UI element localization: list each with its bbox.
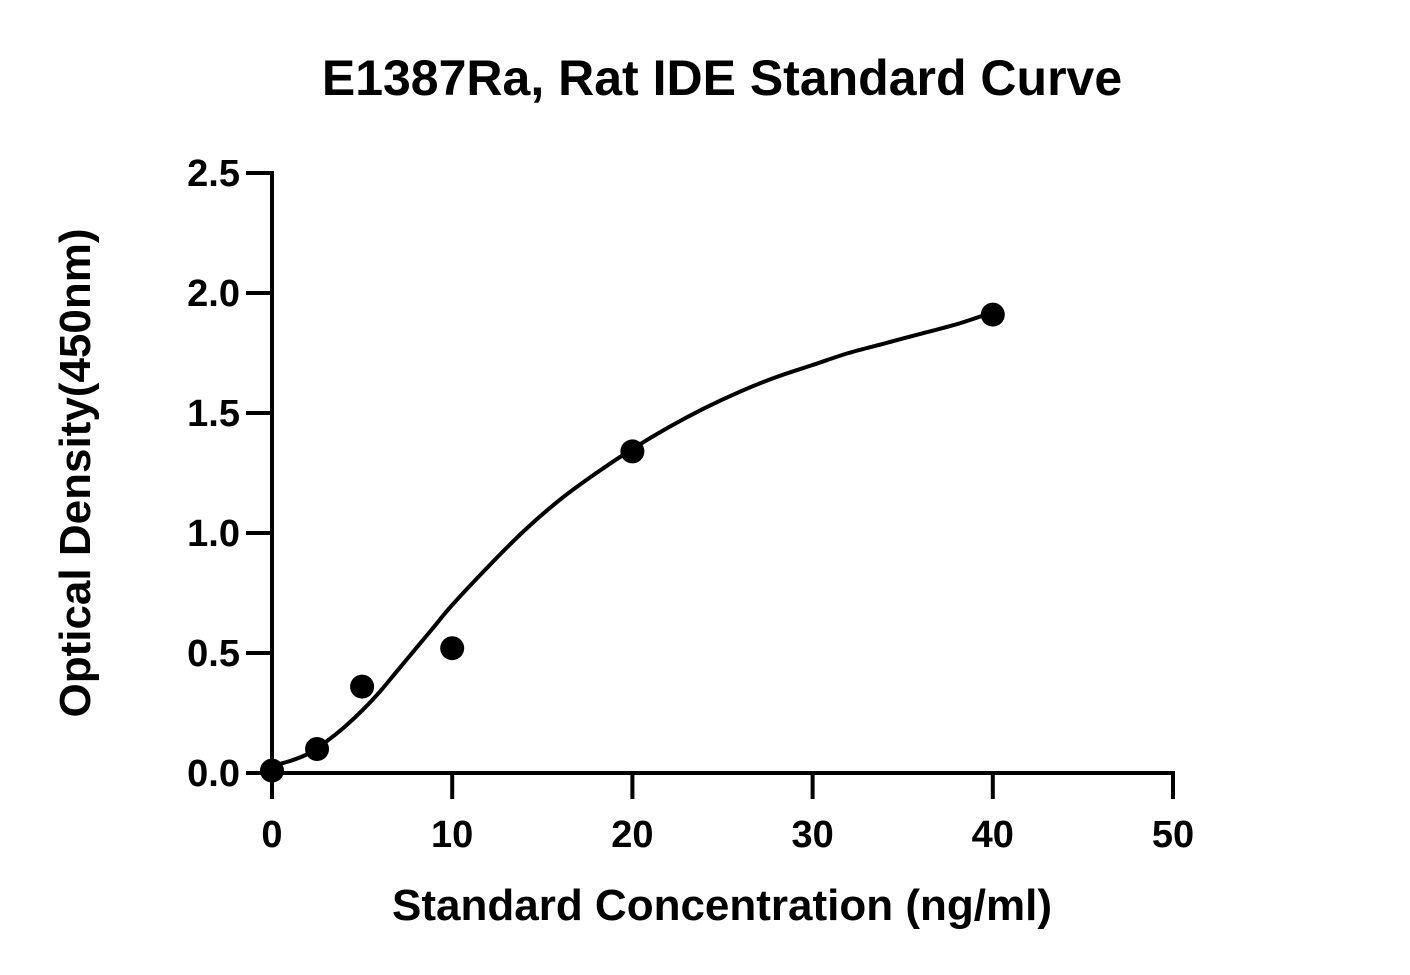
chart-title: E1387Ra, Rat IDE Standard Curve xyxy=(322,50,1122,106)
fit-curve-group xyxy=(270,310,995,768)
x-tick-label: 10 xyxy=(431,814,473,856)
x-tick-label: 50 xyxy=(1152,814,1194,856)
x-tick-label: 30 xyxy=(791,814,833,856)
data-point xyxy=(980,302,1005,327)
fit-curve xyxy=(270,310,995,768)
data-point xyxy=(620,439,645,464)
x-tick-label: 0 xyxy=(261,814,282,856)
data-point xyxy=(260,758,284,783)
x-tick-label: 20 xyxy=(611,814,653,856)
y-tick-label: 0.0 xyxy=(187,753,240,795)
x-axis-title: Standard Concentration (ng/ml) xyxy=(392,881,1052,930)
y-axis-title: Optical Density(450nm) xyxy=(51,228,100,717)
data-point xyxy=(305,737,330,761)
axes: 0.0 0.5 1.0 1.5 2.0 2.5 0 10 20 30 40 50 xyxy=(187,153,1194,856)
data-points-group xyxy=(260,302,1005,783)
x-tick-label: 40 xyxy=(972,814,1014,856)
y-tick-label: 0.5 xyxy=(187,633,240,675)
y-tick-label: 2.0 xyxy=(187,273,240,315)
y-tick-label: 1.5 xyxy=(187,393,240,435)
data-point xyxy=(350,674,375,699)
y-tick-label: 1.0 xyxy=(187,513,240,555)
data-point xyxy=(440,636,465,661)
y-tick-label: 2.5 xyxy=(187,153,240,195)
